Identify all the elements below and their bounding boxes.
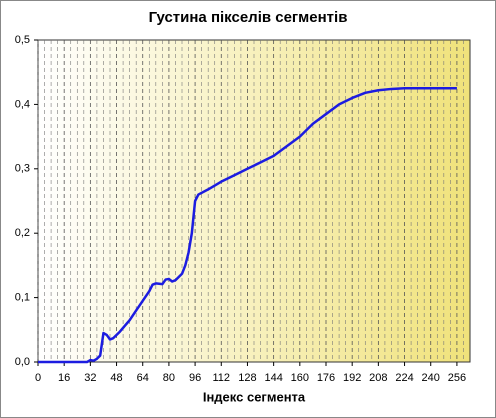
x-tick-label: 16 — [58, 372, 70, 384]
chart-title: Густина пікселів сегментів — [149, 9, 348, 26]
x-tick-label: 176 — [317, 372, 335, 384]
x-tick-label: 256 — [448, 372, 466, 384]
y-tick-label: 0,0 — [15, 356, 30, 368]
x-tick-label: 208 — [369, 372, 387, 384]
x-tick-label: 96 — [189, 372, 201, 384]
x-tick-label: 32 — [84, 372, 96, 384]
x-tick-label: 48 — [110, 372, 122, 384]
x-axis-title: Індекс сегмента — [203, 389, 306, 404]
y-tick-label: 0,2 — [15, 227, 30, 239]
y-tick-label: 0,5 — [15, 34, 30, 46]
y-tick-label: 0,3 — [15, 163, 30, 175]
x-tick-label: 64 — [137, 372, 149, 384]
x-tick-label: 80 — [163, 372, 175, 384]
x-tick-label: 144 — [264, 372, 282, 384]
x-tick-label: 240 — [422, 372, 440, 384]
x-tick-label: 192 — [343, 372, 361, 384]
x-tick-label: 160 — [291, 372, 309, 384]
x-tick-label: 224 — [395, 372, 413, 384]
x-tick-label: 0 — [35, 372, 41, 384]
x-tick-label: 128 — [238, 372, 256, 384]
x-tick-label: 112 — [212, 372, 230, 384]
y-tick-label: 0,4 — [15, 98, 30, 110]
y-tick-label: 0,1 — [15, 292, 30, 304]
data-line — [38, 87, 457, 364]
